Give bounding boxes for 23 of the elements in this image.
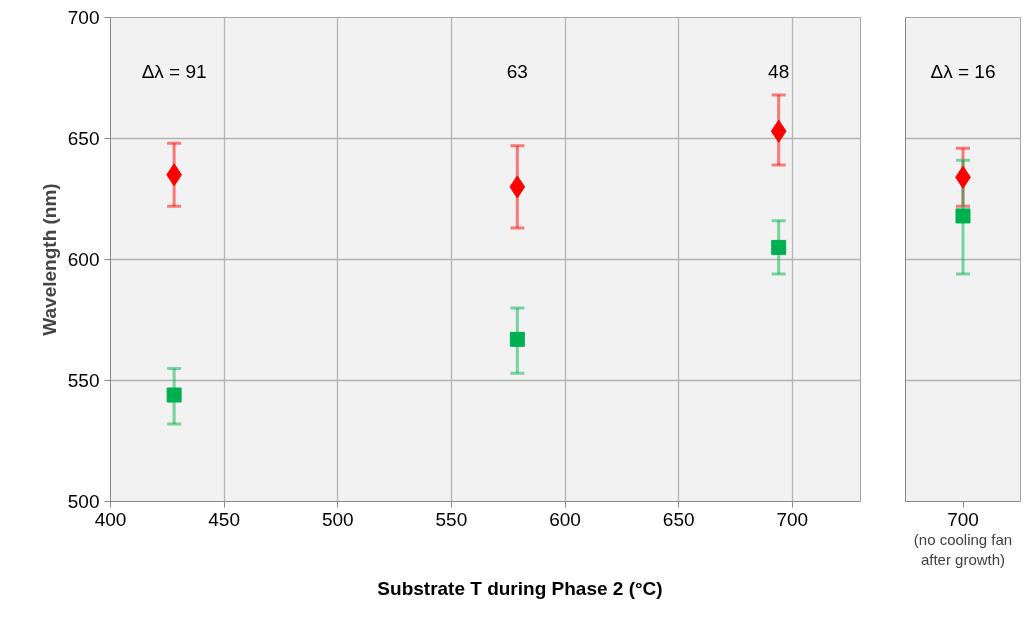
y-tick-label: 600 xyxy=(67,249,100,270)
x-axis-title: Substrate T during Phase 2 (°C) xyxy=(377,577,663,601)
point xyxy=(770,119,787,143)
y-tick-label: 700 xyxy=(67,7,100,28)
x-tick-label: 650 xyxy=(662,508,695,530)
point xyxy=(166,387,182,403)
x-tick-label: 450 xyxy=(208,508,240,530)
x-tick-label: 500 xyxy=(321,508,354,530)
annotation: Δλ = 16 xyxy=(930,61,996,82)
annotation: 48 xyxy=(768,61,790,82)
y-tick-label: 550 xyxy=(67,370,100,391)
x-tick-label: 550 xyxy=(435,508,468,530)
annotation: 63 xyxy=(506,61,528,82)
y-tick-label: 650 xyxy=(67,128,100,149)
x-tick-label: 600 xyxy=(549,508,581,530)
y-axis-title: Wavelength (nm) xyxy=(38,183,60,336)
annotation: Δλ = 91 xyxy=(141,61,207,82)
point xyxy=(509,331,525,347)
point xyxy=(509,175,526,199)
point xyxy=(771,239,787,255)
x-tick-label: 700 xyxy=(776,508,809,530)
x-tick-label: 700 xyxy=(947,508,979,530)
text: (no cooling fan after growth) xyxy=(913,530,1013,568)
